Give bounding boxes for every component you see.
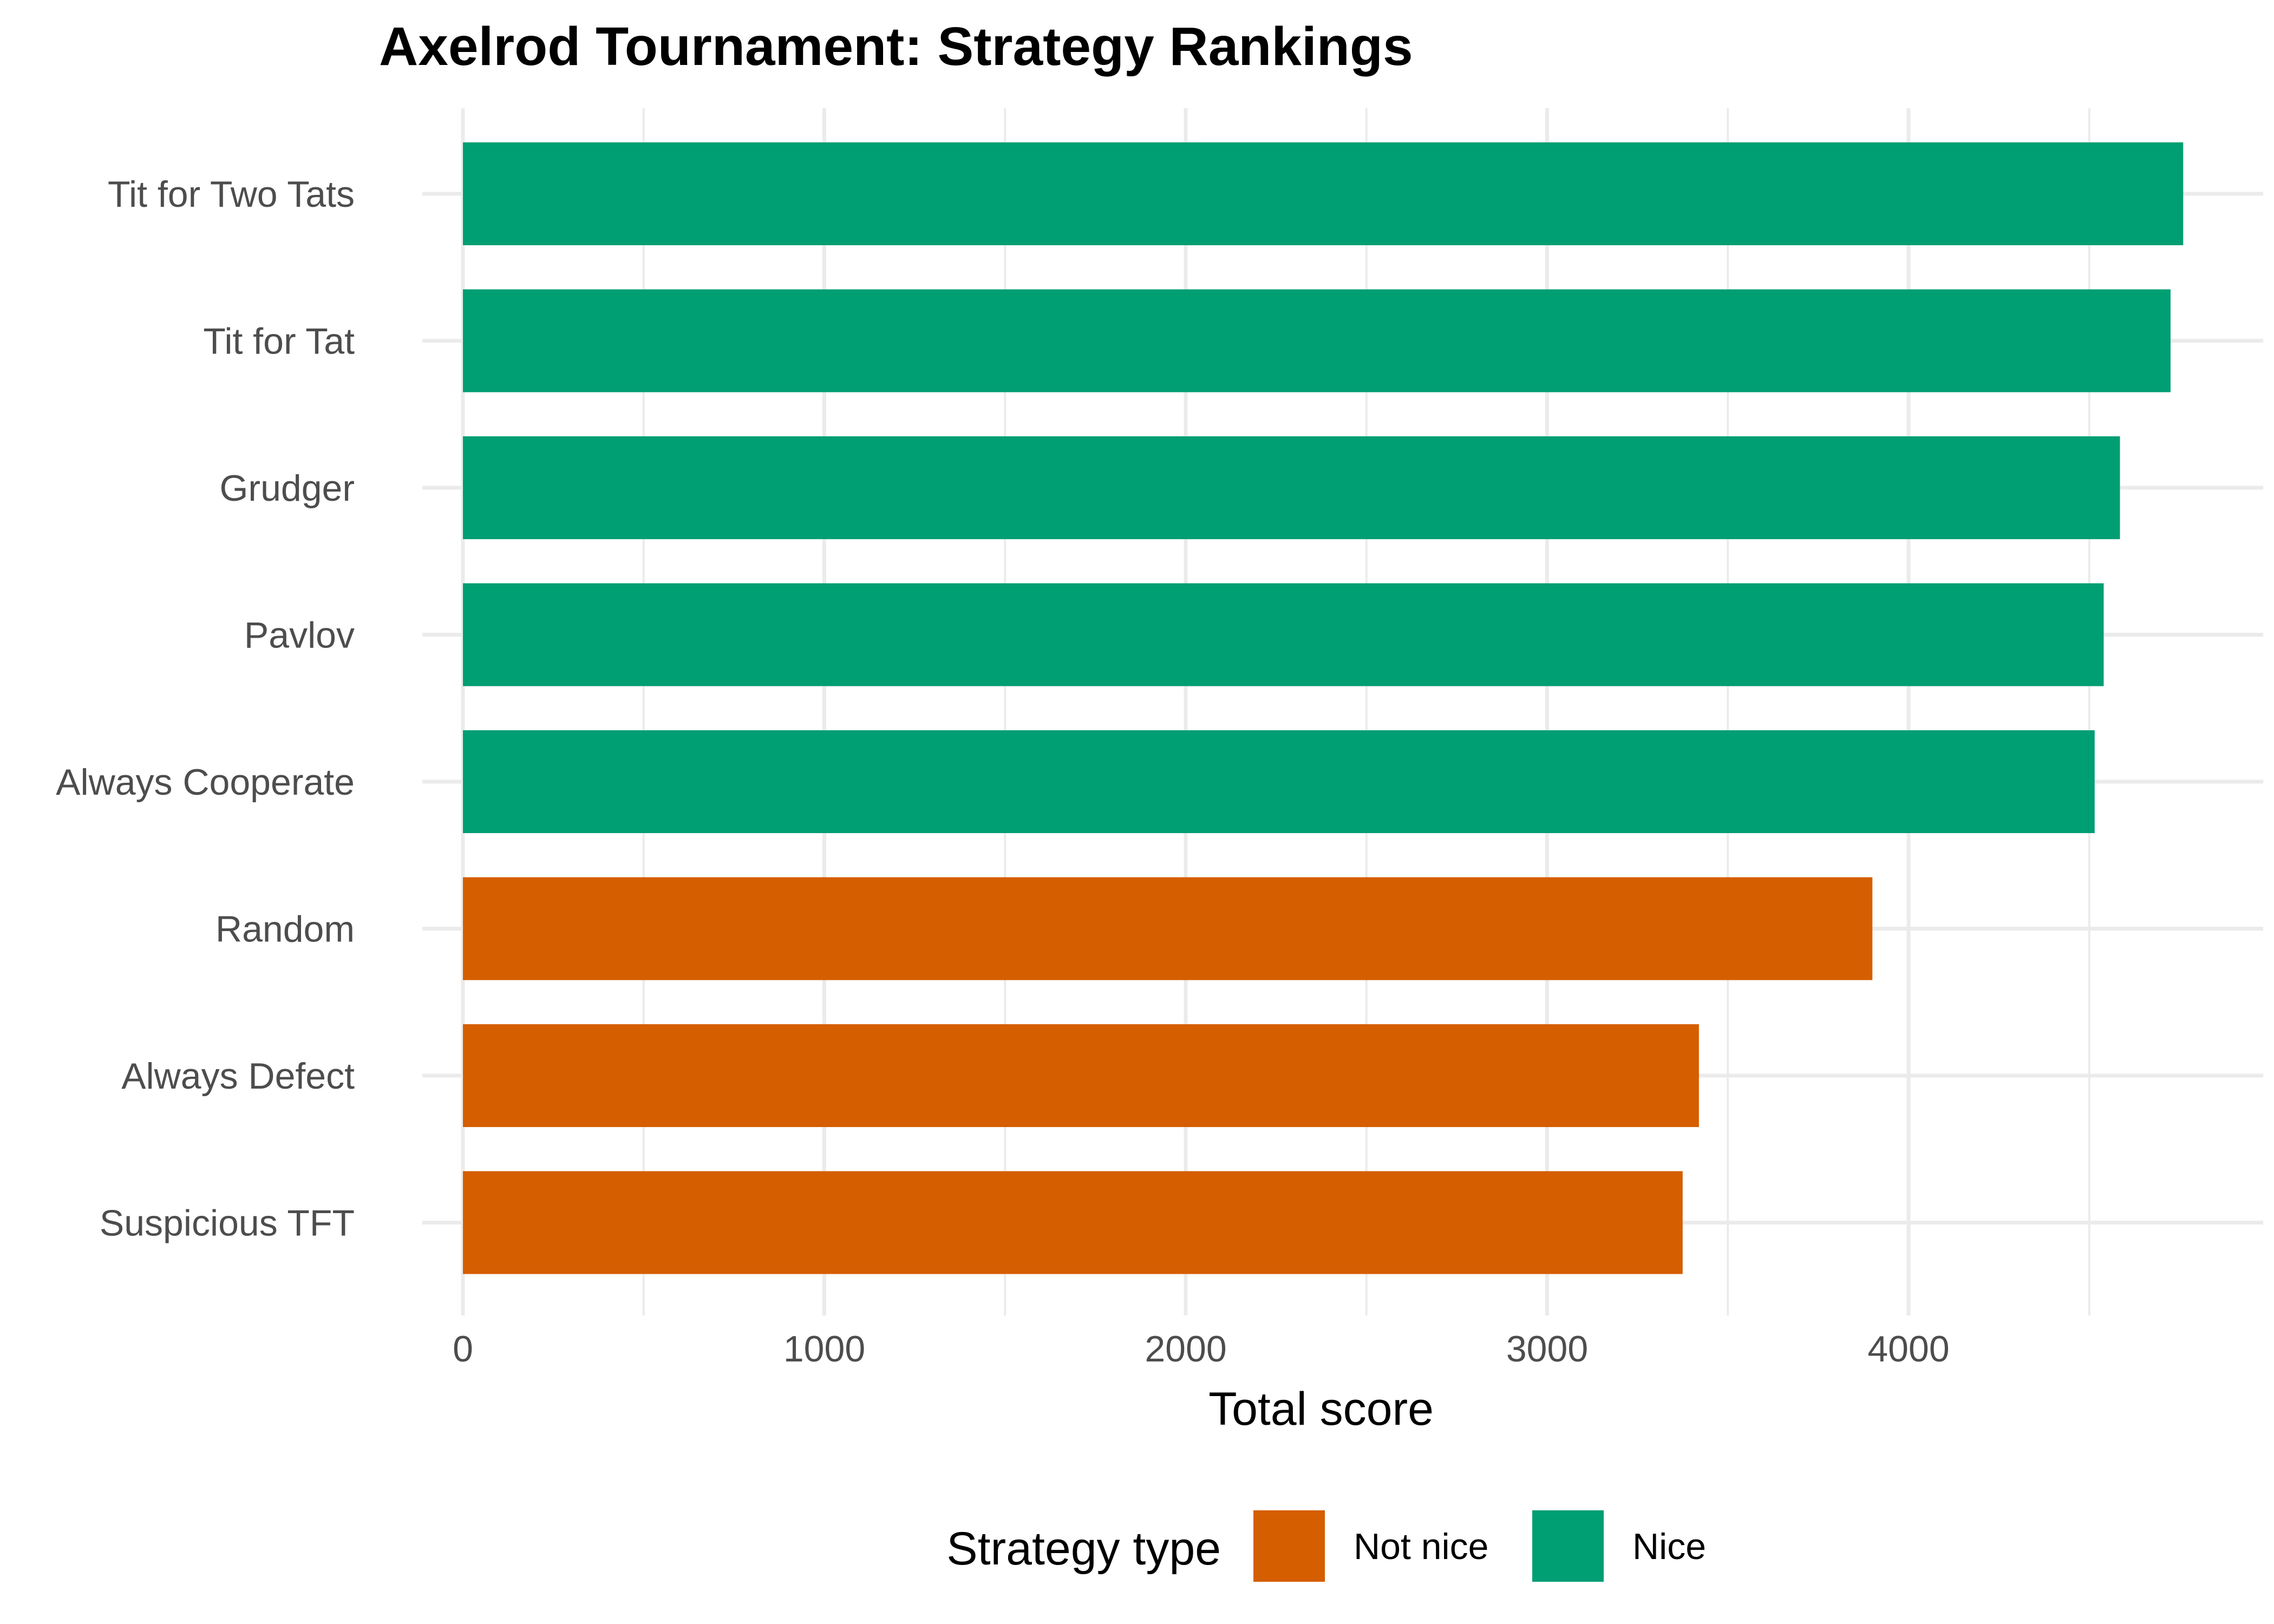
bars <box>463 142 2184 1274</box>
category-labels: Tit for Two Tats Tit for Tat Grudger Pavlov… <box>56 174 355 1244</box>
x-tick-label: 0 <box>453 1328 473 1370</box>
bar-suspicious-tft <box>463 1171 1683 1274</box>
category-label-always-cooperate: Always Cooperate <box>56 762 355 803</box>
bar-always-defect <box>463 1024 1699 1127</box>
bar-always-cooperate <box>463 730 2095 833</box>
legend-title: Strategy type <box>946 1523 1221 1575</box>
bar-random <box>463 877 1873 980</box>
category-label-random: Random <box>215 909 355 950</box>
bar-tit-for-tat <box>463 289 2171 392</box>
x-axis-title: Total score <box>1208 1383 1434 1435</box>
bar-grudger <box>463 436 2120 539</box>
category-label-suspicious-tft: Suspicious TFT <box>100 1203 355 1244</box>
category-label-tit-for-two-tats: Tit for Two Tats <box>108 174 355 215</box>
legend-key-not-nice <box>1253 1510 1325 1582</box>
x-tick-labels: 0 1000 2000 3000 4000 <box>453 1328 1950 1370</box>
x-tick-label: 2000 <box>1145 1328 1226 1370</box>
bar-tit-for-two-tats <box>463 142 2184 245</box>
chart-title: Axelrod Tournament: Strategy Rankings <box>379 16 1413 77</box>
legend-label-not-nice: Not nice <box>1354 1526 1488 1567</box>
legend: Strategy type Not nice Nice <box>946 1510 1706 1582</box>
category-label-always-defect: Always Defect <box>121 1056 355 1097</box>
x-tick-label: 3000 <box>1506 1328 1588 1370</box>
legend-label-nice: Nice <box>1632 1526 1706 1567</box>
legend-key-nice <box>1532 1510 1604 1582</box>
category-label-tit-for-tat: Tit for Tat <box>203 321 355 362</box>
bar-pavlov <box>463 583 2104 686</box>
category-label-pavlov: Pavlov <box>244 615 355 656</box>
x-tick-label: 1000 <box>783 1328 865 1370</box>
x-tick-label: 4000 <box>1867 1328 1949 1370</box>
category-label-grudger: Grudger <box>220 468 355 509</box>
